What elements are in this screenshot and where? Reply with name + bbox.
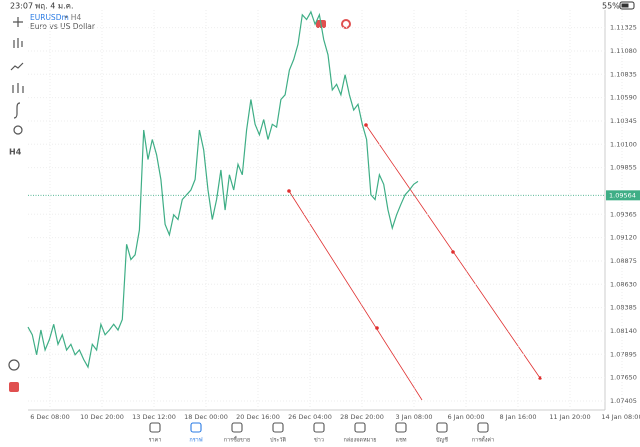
- nav-label[interactable]: บัญชี: [436, 437, 448, 444]
- crosshair-tool[interactable]: [13, 17, 23, 27]
- shapes-tool[interactable]: [13, 125, 23, 135]
- trend-point: [287, 189, 291, 193]
- current-price-label: 1.09564: [609, 191, 636, 199]
- y-tick-label: 1.11325: [610, 24, 637, 32]
- x-tick-label: 11 Jan 20:00: [549, 413, 590, 421]
- nav-label[interactable]: กล่องจดหมาย: [343, 438, 376, 444]
- battery: 55%: [602, 2, 620, 11]
- y-tick-label: 1.08875: [610, 257, 637, 265]
- nav-icon: [272, 422, 284, 433]
- y-tick-label: 1.10835: [610, 70, 637, 78]
- symbol-description: Euro vs US Dollar: [30, 22, 96, 31]
- y-tick-label: 1.11080: [610, 47, 637, 55]
- nav-icon: [395, 422, 407, 433]
- price-line: [27, 10, 419, 369]
- y-tick-label: 1.08385: [610, 304, 637, 312]
- y-tick-label: 1.10590: [610, 94, 637, 102]
- nav-label[interactable]: การซื้อขาย: [224, 436, 250, 444]
- zoom-tool[interactable]: [8, 359, 20, 371]
- app-icon[interactable]: [9, 382, 19, 392]
- nav-icon: [313, 422, 325, 433]
- trend-line: [288, 190, 423, 401]
- symbol[interactable]: EURUSDm: [30, 13, 69, 22]
- trend-point: [375, 326, 379, 330]
- nav-label[interactable]: แชท: [396, 437, 407, 444]
- x-tick-label: 3 Jan 08:00: [395, 413, 432, 421]
- x-tick-label: 14 Jan 08:00: [601, 413, 640, 421]
- x-tick-label: 13 Dec 12:00: [132, 413, 176, 421]
- x-tick-label: 8 Jan 16:00: [499, 413, 536, 421]
- nav-icon: [354, 422, 366, 433]
- current-price-box: [606, 190, 640, 201]
- left-toolbar: [8, 17, 24, 371]
- x-tick-label: 6 Dec 08:00: [30, 413, 70, 421]
- nav-label[interactable]: การตั้งค่า: [472, 436, 494, 444]
- nav-icon: [477, 422, 489, 433]
- flag-icon: [341, 19, 351, 29]
- indicators-tool[interactable]: [10, 62, 24, 71]
- battery-icon: [619, 1, 635, 10]
- y-tick-label: 1.07895: [610, 350, 637, 358]
- chart-type-tool[interactable]: [13, 38, 23, 48]
- trend-point: [364, 123, 368, 127]
- x-tick-label: 18 Dec 00:00: [184, 413, 228, 421]
- chart-timeframe: • H4: [64, 13, 81, 22]
- x-tick-label: 20 Dec 16:00: [236, 413, 280, 421]
- timeframe-button[interactable]: H4: [9, 148, 22, 157]
- status-date: พฤ. 4 ม.ค.: [35, 2, 74, 11]
- nav-label[interactable]: กราฟ: [189, 437, 202, 444]
- nav-icon: [436, 422, 448, 433]
- function-tool[interactable]: [13, 102, 21, 119]
- nav-icon: [190, 422, 202, 433]
- y-tick-label: 1.07405: [610, 397, 637, 405]
- y-tick-label: 1.07650: [610, 374, 637, 382]
- x-tick-label: 10 Dec 20:00: [80, 413, 124, 421]
- objects-tool[interactable]: [12, 83, 24, 93]
- y-tick-label: 1.08630: [610, 280, 637, 288]
- y-tick-label: 1.10100: [610, 140, 637, 148]
- x-tick-label: 26 Dec 04:00: [288, 413, 332, 421]
- nav-label[interactable]: ราคา: [149, 438, 162, 444]
- y-tick-label: 1.08140: [610, 327, 637, 335]
- y-tick-label: 1.09120: [610, 234, 637, 242]
- y-tick-label: 1.09365: [610, 210, 637, 218]
- nav-icon: [231, 422, 243, 433]
- y-tick-label: 1.10345: [610, 117, 637, 125]
- battery-level: [621, 3, 629, 8]
- nav-label[interactable]: ประวัติ: [270, 437, 286, 444]
- nav-label[interactable]: ข่าว: [314, 438, 324, 444]
- x-tick-label: 28 Dec 20:00: [340, 413, 384, 421]
- y-tick-label: 1.09855: [610, 164, 637, 172]
- trend-point: [451, 250, 455, 254]
- x-tick-label: 6 Jan 00:00: [447, 413, 484, 421]
- status-time: 23:07: [10, 2, 33, 11]
- trend-point: [538, 376, 542, 380]
- nav-icon: [149, 422, 161, 433]
